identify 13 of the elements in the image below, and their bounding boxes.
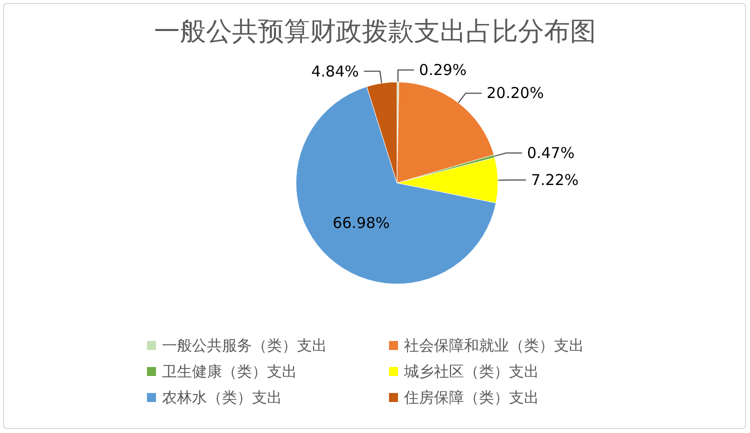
legend-label: 住房保障（类）支出 [403,388,539,406]
data-label: 66.98% [332,214,390,232]
legend-label: 社会保障和就业（类）支出 [404,336,584,354]
data-label: 0.47% [526,144,575,162]
data-label: 7.22% [530,170,579,189]
legend-label: 卫生健康（类）支出 [162,362,297,380]
legend-label: 一般公共服务（类）支出 [162,336,327,354]
data-label: 0.29% [419,61,467,80]
data-label: 4.84% [311,62,359,80]
legend-label: 城乡社区（类）支出 [403,362,539,380]
chart-title: 一般公共预算财政拨款支出占比分布图 [154,17,596,47]
legend-label: 农林水（类）支出 [162,388,282,406]
data-label: 20.20% [486,84,544,102]
